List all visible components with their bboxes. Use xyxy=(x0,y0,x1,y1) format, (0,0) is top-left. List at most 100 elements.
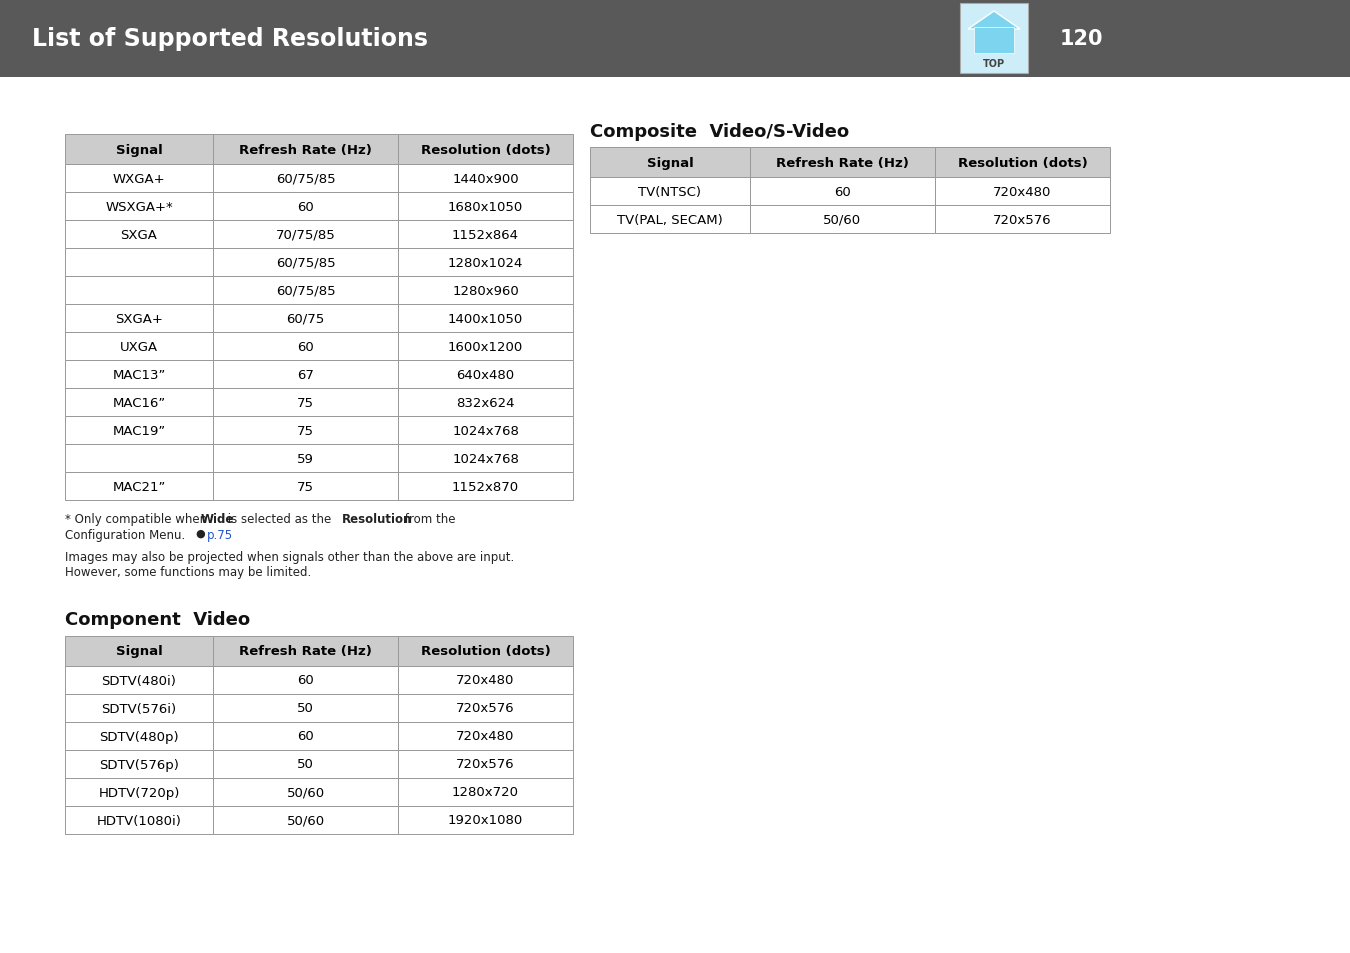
Text: 1440x900: 1440x900 xyxy=(452,172,518,185)
Bar xyxy=(398,333,572,360)
Text: 720x576: 720x576 xyxy=(994,213,1052,226)
Text: 1024x768: 1024x768 xyxy=(452,424,518,437)
Text: Configuration Menu.: Configuration Menu. xyxy=(65,529,189,541)
Text: 720x480: 720x480 xyxy=(456,674,514,687)
Bar xyxy=(65,722,213,750)
Text: MAC19”: MAC19” xyxy=(112,424,166,437)
Bar xyxy=(65,193,213,221)
Bar xyxy=(0,0,1350,78)
Text: 60/75/85: 60/75/85 xyxy=(275,256,335,269)
Bar xyxy=(398,473,572,500)
Text: 60: 60 xyxy=(297,674,313,687)
Bar xyxy=(213,666,398,695)
Text: TV(NTSC): TV(NTSC) xyxy=(639,185,702,198)
Text: 1152x864: 1152x864 xyxy=(452,229,518,241)
Text: 720x576: 720x576 xyxy=(456,701,514,715)
Text: 1680x1050: 1680x1050 xyxy=(448,200,522,213)
Bar xyxy=(213,637,398,666)
Bar xyxy=(398,695,572,722)
Text: 60/75/85: 60/75/85 xyxy=(275,172,335,185)
Text: 60: 60 xyxy=(297,340,313,354)
Bar xyxy=(213,473,398,500)
Text: is selected as the: is selected as the xyxy=(224,513,335,525)
Text: MAC13”: MAC13” xyxy=(112,368,166,381)
Bar xyxy=(398,389,572,416)
Text: 1400x1050: 1400x1050 xyxy=(448,313,522,325)
Text: 75: 75 xyxy=(297,480,315,493)
Bar xyxy=(398,165,572,193)
Text: 720x480: 720x480 xyxy=(456,730,514,742)
Bar xyxy=(751,148,936,178)
Text: 60/75/85: 60/75/85 xyxy=(275,284,335,297)
Text: 59: 59 xyxy=(297,452,315,465)
Bar xyxy=(590,206,751,233)
Bar xyxy=(398,305,572,333)
Bar xyxy=(65,416,213,444)
Bar xyxy=(65,666,213,695)
Text: SDTV(576i): SDTV(576i) xyxy=(101,701,177,715)
Polygon shape xyxy=(968,12,1021,30)
Bar xyxy=(213,249,398,276)
Bar xyxy=(65,695,213,722)
Text: 640x480: 640x480 xyxy=(456,368,514,381)
Bar xyxy=(398,750,572,779)
Text: Resolution: Resolution xyxy=(343,513,413,525)
Text: UXGA: UXGA xyxy=(120,340,158,354)
Bar xyxy=(960,4,1027,74)
Bar xyxy=(65,276,213,305)
Text: Component  Video: Component Video xyxy=(65,610,250,628)
Text: HDTV(1080i): HDTV(1080i) xyxy=(97,814,181,826)
Bar xyxy=(213,389,398,416)
Bar xyxy=(65,806,213,834)
Text: 60: 60 xyxy=(834,185,850,198)
Bar xyxy=(398,249,572,276)
Bar xyxy=(973,28,1014,54)
Text: 1024x768: 1024x768 xyxy=(452,452,518,465)
Bar xyxy=(65,221,213,249)
Text: 120: 120 xyxy=(1060,29,1103,49)
Text: * Only compatible when: * Only compatible when xyxy=(65,513,211,525)
Bar xyxy=(398,444,572,473)
Bar xyxy=(213,135,398,165)
Text: ●: ● xyxy=(194,529,205,538)
Text: MAC16”: MAC16” xyxy=(112,396,166,409)
Text: Resolution (dots): Resolution (dots) xyxy=(421,143,551,156)
Text: 50/60: 50/60 xyxy=(286,814,324,826)
Bar xyxy=(398,193,572,221)
Bar xyxy=(398,221,572,249)
Bar xyxy=(65,360,213,389)
Bar xyxy=(213,333,398,360)
Text: 75: 75 xyxy=(297,396,315,409)
Text: SXGA+: SXGA+ xyxy=(115,313,163,325)
Text: Resolution (dots): Resolution (dots) xyxy=(421,645,551,658)
Bar xyxy=(65,389,213,416)
Bar xyxy=(213,695,398,722)
Bar xyxy=(398,806,572,834)
Text: Signal: Signal xyxy=(647,156,694,170)
Text: Signal: Signal xyxy=(116,645,162,658)
Bar xyxy=(398,779,572,806)
Text: WSXGA+*: WSXGA+* xyxy=(105,200,173,213)
Bar xyxy=(590,178,751,206)
Bar xyxy=(65,333,213,360)
Text: List of Supported Resolutions: List of Supported Resolutions xyxy=(32,27,428,51)
Bar xyxy=(213,722,398,750)
Bar xyxy=(65,637,213,666)
Text: Refresh Rate (Hz): Refresh Rate (Hz) xyxy=(239,645,373,658)
Text: However, some functions may be limited.: However, some functions may be limited. xyxy=(65,565,312,578)
Text: SDTV(480p): SDTV(480p) xyxy=(99,730,178,742)
Bar xyxy=(65,750,213,779)
Bar xyxy=(398,276,572,305)
Bar xyxy=(65,444,213,473)
Text: p.75: p.75 xyxy=(207,529,234,541)
Text: 1280x1024: 1280x1024 xyxy=(448,256,524,269)
Bar xyxy=(751,178,936,206)
Bar xyxy=(65,779,213,806)
Text: WXGA+: WXGA+ xyxy=(112,172,165,185)
Text: HDTV(720p): HDTV(720p) xyxy=(99,785,180,799)
Text: Composite  Video/S-Video: Composite Video/S-Video xyxy=(590,123,849,141)
Bar xyxy=(398,637,572,666)
Text: Refresh Rate (Hz): Refresh Rate (Hz) xyxy=(776,156,909,170)
Text: from the: from the xyxy=(401,513,456,525)
Text: 60/75: 60/75 xyxy=(286,313,324,325)
